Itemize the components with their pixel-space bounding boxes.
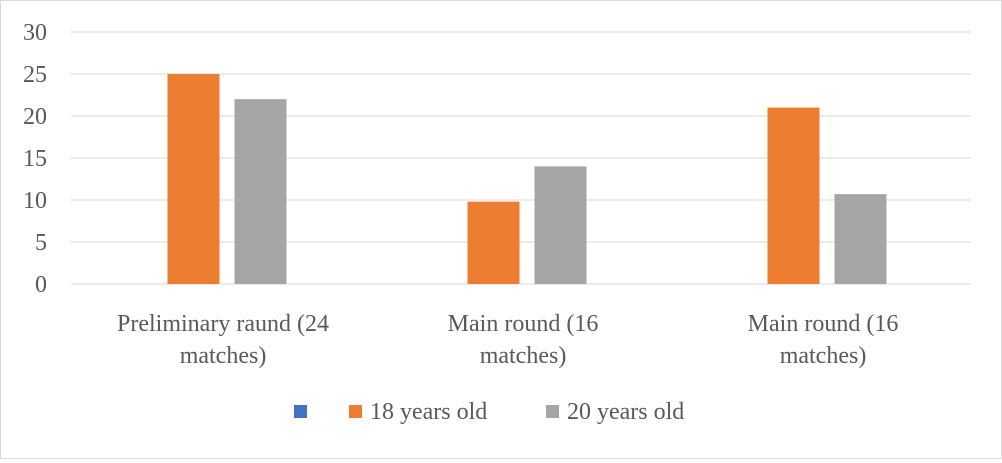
y-tick-label: 5 — [35, 230, 47, 256]
bar-series1-cat2 — [767, 107, 820, 284]
x-category-label: Preliminary raund (24 — [117, 311, 329, 337]
bars — [167, 74, 887, 284]
y-tick-label: 10 — [23, 188, 47, 214]
x-category-label: matches) — [480, 343, 567, 369]
legend-label-series1: 18 years old — [370, 399, 487, 425]
legend-swatch-series2 — [546, 405, 559, 418]
legend: 18 years old 20 years old — [294, 399, 684, 425]
x-category-label: Main round (16 — [748, 311, 899, 337]
legend-swatch-series0 — [294, 405, 307, 418]
bar-series2-cat2 — [834, 194, 887, 284]
x-axis-category-labels: Preliminary raund (24 matches) Main round … — [117, 311, 898, 369]
legend-label-series2: 20 years old — [567, 399, 684, 425]
x-category-label: Main round (16 — [448, 311, 599, 337]
gridlines — [71, 31, 971, 285]
y-tick-label: 15 — [23, 146, 47, 172]
legend-swatch-series1 — [349, 405, 362, 418]
x-category-label: matches) — [180, 343, 267, 369]
y-tick-label: 25 — [23, 62, 47, 88]
bar-series1-cat0 — [167, 74, 220, 284]
bar-series2-cat1 — [534, 166, 587, 284]
x-category-label: matches) — [780, 343, 867, 369]
y-axis-tick-labels: 0 5 10 15 20 25 30 — [23, 20, 47, 298]
y-tick-label: 30 — [23, 20, 47, 46]
y-tick-label: 20 — [23, 104, 47, 130]
bar-series1-cat1 — [467, 201, 520, 284]
bar-series2-cat0 — [234, 99, 287, 284]
y-tick-label: 0 — [35, 272, 47, 298]
